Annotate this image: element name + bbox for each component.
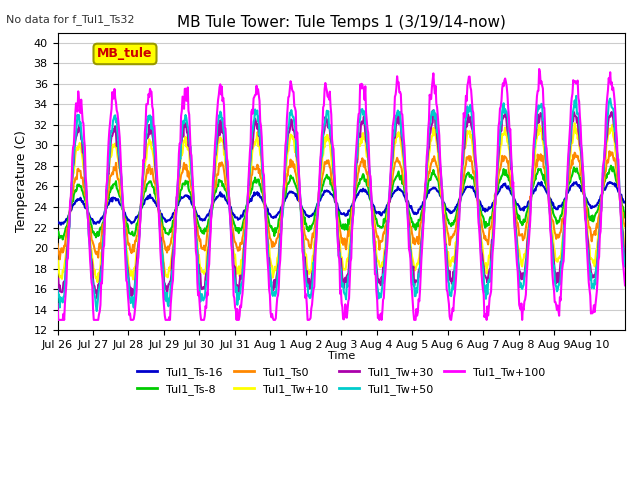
Text: No data for f_Tul1_Ts32: No data for f_Tul1_Ts32: [6, 14, 135, 25]
X-axis label: Time: Time: [328, 351, 355, 361]
Legend: Tul1_Ts-16, Tul1_Ts-8, Tul1_Ts0, Tul1_Tw+10, Tul1_Tw+30, Tul1_Tw+50, Tul1_Tw+100: Tul1_Ts-16, Tul1_Ts-8, Tul1_Ts0, Tul1_Tw…: [132, 363, 550, 399]
Title: MB Tule Tower: Tule Temps 1 (3/19/14-now): MB Tule Tower: Tule Temps 1 (3/19/14-now…: [177, 15, 506, 30]
Y-axis label: Temperature (C): Temperature (C): [15, 131, 28, 232]
Text: MB_tule: MB_tule: [97, 48, 153, 60]
